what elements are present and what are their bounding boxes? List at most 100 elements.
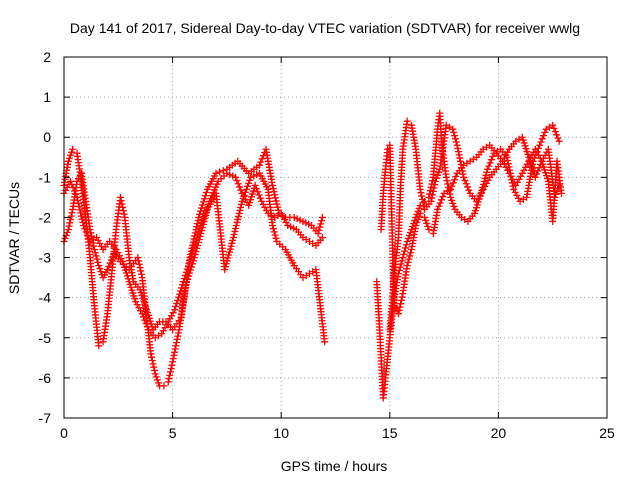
data-point — [180, 275, 188, 283]
data-point — [231, 227, 239, 235]
data-point — [120, 210, 128, 218]
data-point — [200, 212, 208, 220]
data-point — [452, 173, 460, 181]
x-tick-label: 20 — [491, 425, 507, 441]
data-point — [534, 167, 542, 175]
data-point — [64, 157, 72, 165]
data-point — [158, 330, 166, 338]
data-point — [139, 313, 147, 321]
data-point — [184, 262, 192, 270]
data-point — [404, 235, 412, 243]
data-point — [149, 360, 157, 368]
data-point — [93, 234, 101, 241]
data-point — [193, 220, 201, 228]
data-point — [258, 197, 266, 205]
data-point — [447, 185, 455, 193]
data-point — [236, 206, 244, 214]
data-point — [147, 350, 155, 358]
data-point — [537, 138, 545, 146]
data-point — [429, 187, 437, 195]
data-point — [67, 177, 75, 185]
data-point — [435, 202, 443, 210]
y-tick-label: -7 — [39, 410, 52, 426]
data-point — [482, 171, 490, 179]
data-point — [456, 157, 464, 165]
data-point — [499, 157, 507, 165]
data-point — [169, 309, 177, 317]
data-point — [67, 212, 75, 220]
data-point — [515, 175, 523, 183]
data-point — [272, 197, 280, 205]
data-point — [536, 154, 544, 162]
data-point — [185, 272, 193, 280]
data-point — [195, 228, 203, 236]
data-point — [550, 124, 558, 132]
data-point — [396, 303, 404, 311]
data-point — [427, 197, 435, 205]
data-point — [397, 260, 405, 268]
data-point — [83, 231, 91, 239]
data-point — [191, 251, 199, 259]
data-point — [533, 170, 541, 178]
data-point — [133, 301, 141, 309]
data-point — [195, 213, 203, 221]
data-point — [522, 163, 530, 171]
data-point — [414, 215, 422, 223]
data-point — [256, 194, 264, 202]
data-point — [502, 151, 510, 159]
data-point — [188, 260, 196, 268]
data-point — [504, 166, 512, 174]
data-point — [531, 145, 539, 153]
y-tick-label: 1 — [43, 89, 51, 105]
data-point — [457, 160, 465, 168]
data-point — [535, 164, 543, 172]
data-point — [168, 312, 176, 320]
data-point — [244, 182, 252, 190]
data-point — [92, 252, 100, 260]
data-point — [234, 180, 242, 188]
data-point — [190, 243, 198, 251]
data-point — [106, 259, 114, 267]
data-point — [455, 151, 463, 159]
data-point — [240, 192, 248, 200]
data-point — [191, 240, 199, 248]
data-point — [443, 177, 451, 185]
data-point — [117, 255, 125, 263]
data-point — [318, 234, 326, 241]
data-point — [458, 167, 466, 175]
data-point — [430, 184, 438, 192]
data-point — [115, 252, 123, 260]
data-point — [282, 218, 290, 226]
data-point — [116, 193, 124, 201]
data-point — [96, 240, 104, 248]
x-tick-label: 5 — [169, 425, 177, 441]
data-point — [523, 160, 531, 168]
data-point — [444, 180, 452, 188]
data-point — [485, 162, 493, 170]
data-point — [428, 194, 436, 202]
data-point — [518, 169, 526, 177]
data-point — [94, 237, 102, 245]
data-point — [481, 182, 489, 190]
data-point — [314, 229, 322, 237]
data-point — [119, 203, 127, 211]
data-point — [271, 194, 279, 202]
data-point — [163, 321, 171, 329]
data-point — [232, 224, 240, 232]
data-point — [270, 228, 278, 236]
data-point — [68, 148, 76, 156]
data-point — [549, 121, 557, 129]
y-tick-label: -3 — [39, 250, 52, 266]
data-point — [70, 187, 78, 195]
data-point — [159, 327, 167, 335]
data-point — [450, 202, 458, 210]
data-point — [431, 177, 439, 185]
data-point — [451, 176, 459, 184]
data-point — [90, 246, 98, 254]
y-tick-label: 2 — [43, 49, 51, 65]
data-point — [76, 206, 84, 214]
data-point — [257, 158, 265, 166]
data-point — [153, 376, 161, 384]
data-point — [201, 192, 209, 200]
data-point — [318, 217, 326, 225]
